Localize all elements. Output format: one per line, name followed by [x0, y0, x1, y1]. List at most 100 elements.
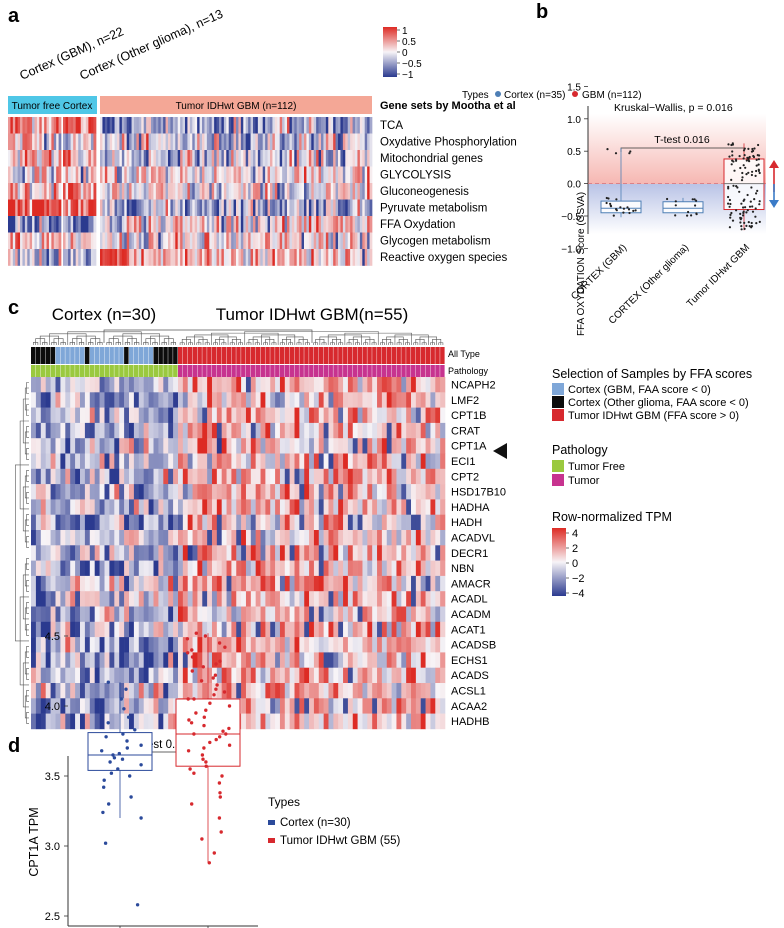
heatmap-a-cell — [27, 199, 31, 217]
heatmap-c-cell — [430, 453, 436, 470]
heatmap-c-cell — [328, 468, 334, 485]
heatmap-a-cell — [155, 166, 159, 184]
c-dendro-branch — [394, 334, 429, 345]
heatmap-a-cell — [83, 216, 87, 233]
heatmap-a-cell — [228, 133, 232, 151]
heatmap-c-cell — [94, 407, 100, 424]
c-track-pathology-cell — [333, 365, 338, 377]
heatmap-c-cell — [153, 453, 159, 470]
b-point — [742, 157, 745, 160]
heatmap-a-cell — [15, 150, 18, 167]
heatmap-c-cell — [367, 438, 373, 454]
heatmap-a-cell — [24, 166, 28, 184]
heatmap-a-cell — [240, 232, 244, 250]
b-point — [694, 204, 697, 207]
heatmap-c-gene-label: HADH — [451, 517, 482, 529]
heatmap-c-cell — [255, 560, 261, 577]
heatmap-c-cell — [163, 514, 169, 531]
heatmap-c-cell — [411, 377, 417, 393]
heatmap-c-cell — [211, 652, 218, 668]
heatmap-a-cell — [245, 150, 249, 167]
b-point — [738, 190, 741, 193]
b-point — [615, 198, 618, 201]
heatmap-a-cell — [250, 117, 254, 134]
heatmap-a-cell — [53, 232, 57, 250]
heatmap-a-cell — [328, 133, 332, 151]
heatmap-c-cell — [236, 438, 242, 454]
heatmap-a-cell — [8, 117, 11, 134]
heatmap-a-cell — [32, 232, 35, 250]
heatmap-c-cell — [415, 453, 422, 470]
heatmap-a-cell — [39, 133, 43, 151]
b-point — [748, 205, 752, 208]
c-legend-sel-swatch-2 — [552, 409, 564, 421]
heatmap-a-cell — [245, 199, 249, 217]
heatmap-c-cell — [148, 514, 154, 531]
heatmap-c-cell — [299, 652, 305, 668]
heatmap-c-cell — [294, 575, 300, 592]
heatmap-a-cell — [340, 249, 344, 266]
heatmap-c-cell — [236, 683, 242, 699]
heatmap-a-cell — [80, 199, 84, 217]
heatmap-a-cell — [335, 133, 339, 151]
heatmap-a-cell — [347, 249, 351, 266]
heatmap-c-cell — [207, 621, 213, 638]
heatmap-c-cell — [35, 453, 42, 470]
b-point — [743, 147, 746, 150]
heatmap-a-cell — [340, 166, 344, 184]
heatmap-a-cell — [357, 117, 361, 134]
heatmap-c-cell — [60, 499, 66, 515]
heatmap-a-cell — [41, 199, 45, 217]
heatmap-a-cell — [20, 166, 23, 184]
heatmap-a-cell — [100, 232, 103, 250]
heatmap-c-cell — [192, 591, 198, 607]
heatmap-c-cell — [289, 713, 295, 730]
heatmap-c-cell — [372, 453, 378, 470]
heatmap-c-cell — [435, 713, 441, 730]
heatmap-c-cell — [284, 621, 290, 638]
heatmap-c-cell — [284, 591, 290, 607]
heatmap-c-cell — [153, 407, 159, 424]
heatmap-c-cell — [207, 453, 213, 470]
heatmap-c-cell — [304, 514, 310, 531]
heatmap-a-cell — [51, 183, 55, 200]
heatmap-c-cell — [294, 667, 300, 684]
d-point — [203, 634, 208, 638]
heatmap-a-cell — [301, 216, 305, 233]
c-track-pathology-cell — [70, 365, 75, 377]
heatmap-c-cell — [65, 683, 71, 699]
c-dendro-branch — [421, 342, 427, 345]
heatmap-a-cell — [177, 216, 181, 233]
heatmap-a-cell — [114, 150, 118, 167]
c-track-pathology-cell — [435, 365, 440, 377]
heatmap-a-cell — [214, 216, 217, 233]
heatmap-a-cell — [119, 133, 123, 151]
heatmap-c-cell — [187, 468, 193, 485]
legend-b-gbm-swatch — [572, 91, 578, 97]
heatmap-c-cell — [138, 453, 144, 470]
heatmap-c-cell — [231, 468, 237, 485]
heatmap-c-cell — [391, 377, 397, 393]
heatmap-a-cell — [168, 183, 171, 200]
heatmap-c-cell — [148, 438, 154, 454]
heatmap-a-cell — [8, 216, 11, 233]
heatmap-c-gene-label: DECR1 — [451, 548, 488, 560]
heatmap-c-cell — [425, 499, 431, 515]
heatmap-a-cell — [27, 232, 31, 250]
heatmap-a-cell — [279, 150, 283, 167]
heatmap-c-cell — [381, 621, 388, 638]
heatmap-c-cell — [381, 698, 388, 714]
heatmap-c-cell — [347, 422, 354, 439]
heatmap-c-cell — [119, 484, 125, 500]
heatmap-c-cell — [294, 637, 300, 653]
heatmap-c-cell — [50, 407, 56, 424]
heatmap-c-cell — [260, 621, 266, 638]
b-point — [740, 225, 743, 228]
heatmap-a-cell — [345, 232, 349, 250]
heatmap-a-cell — [211, 183, 215, 200]
heatmap-c-cell — [343, 422, 349, 439]
heatmap-c-cell — [411, 530, 417, 546]
heatmap-a-cell — [308, 183, 312, 200]
heatmap-a-cell — [88, 199, 92, 217]
heatmap-a-cell — [270, 166, 273, 184]
